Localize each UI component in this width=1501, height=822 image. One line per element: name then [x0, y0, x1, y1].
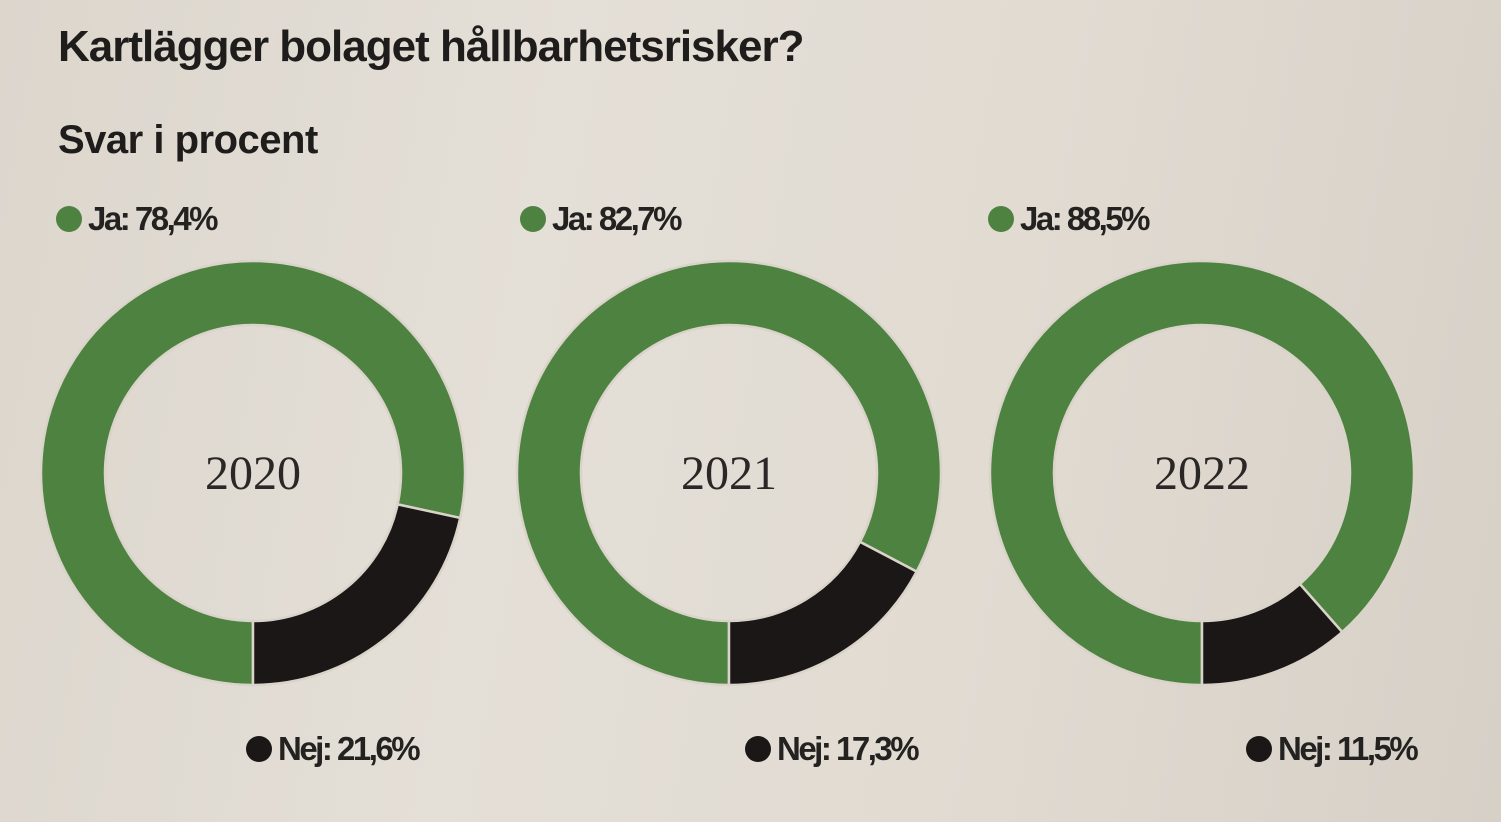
legend-dot-nej-icon: [246, 736, 272, 762]
donut-slice-nej-2020: [251, 502, 462, 687]
legend-label-nej-2021: Nej: 17,3%: [777, 730, 920, 767]
chart-subtitle: Svar i procent: [58, 118, 318, 162]
legend-dot-ja-icon: [56, 206, 82, 232]
legend-ja-2021: Ja: 82,7%: [520, 200, 682, 238]
legend-nej-2021: Nej: 17,3%: [745, 730, 920, 768]
chart-title: Kartlägger bolaget hållbarhetsrisker?: [58, 22, 804, 71]
donut-slice-nej-2022: [1200, 582, 1344, 687]
legend-label-ja-2022: Ja: 88,5%: [1020, 200, 1150, 237]
legend-dot-nej-icon: [745, 736, 771, 762]
legend-dot-ja-icon: [520, 206, 546, 232]
legend-nej-2022: Nej: 11,5%: [1246, 730, 1419, 768]
legend-nej-2020: Nej: 21,6%: [246, 730, 421, 768]
donut-slice-nej-2021: [727, 540, 919, 687]
legend-label-nej-2022: Nej: 11,5%: [1278, 730, 1419, 767]
donut-center-year-2021: 2021: [681, 447, 777, 500]
legend-dot-nej-icon: [1246, 736, 1272, 762]
donut-slice-ja-2022: [988, 259, 1416, 687]
donut-center-year-2022: 2022: [1154, 447, 1250, 500]
donut-slice-ja-2020: [39, 259, 467, 687]
donut-center-year-2020: 2020: [205, 447, 301, 500]
legend-ja-2022: Ja: 88,5%: [988, 200, 1150, 238]
legend-label-nej-2020: Nej: 21,6%: [278, 730, 421, 767]
legend-dot-ja-icon: [988, 206, 1014, 232]
legend-ja-2020: Ja: 78,4%: [56, 200, 218, 238]
donut-slice-ja-2021: [515, 259, 943, 687]
legend-label-ja-2021: Ja: 82,7%: [552, 200, 682, 237]
legend-label-ja-2020: Ja: 78,4%: [88, 200, 218, 237]
